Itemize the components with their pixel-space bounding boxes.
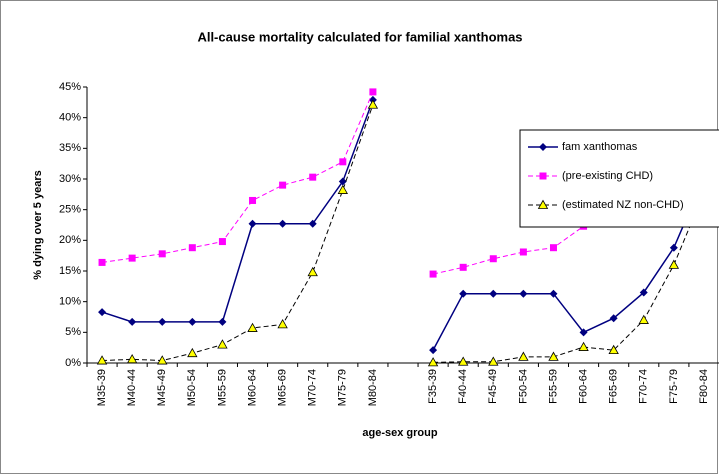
y-tick-label: 15% — [59, 265, 81, 277]
point-marker — [339, 158, 347, 166]
point-marker — [158, 317, 167, 326]
point-marker — [427, 357, 439, 367]
x-tick-label: M70-74 — [307, 369, 319, 406]
chart-title: All-cause mortality calculated for famil… — [197, 29, 522, 44]
x-tick-label: M50-54 — [186, 369, 198, 406]
point-marker — [429, 346, 438, 355]
point-marker — [429, 270, 437, 278]
point-marker — [367, 99, 379, 109]
point-marker — [188, 317, 197, 326]
point-marker — [128, 317, 137, 326]
point-marker — [98, 308, 107, 317]
point-marker — [307, 266, 318, 277]
point-marker — [669, 243, 678, 252]
x-tick-label: M55-59 — [216, 369, 228, 406]
point-marker — [668, 259, 680, 269]
point-marker — [458, 356, 469, 366]
point-marker — [459, 289, 468, 298]
point-marker — [188, 244, 196, 252]
point-marker — [369, 88, 377, 96]
point-marker — [549, 244, 557, 252]
x-tick-label: F55-59 — [547, 369, 559, 404]
x-tick-label: F50-54 — [517, 369, 529, 404]
y-tick-label: 0% — [65, 357, 81, 369]
point-marker — [278, 219, 287, 228]
x-tick-label: M65-69 — [277, 369, 289, 406]
x-tick-label: M35-39 — [96, 369, 108, 406]
y-tick-label: 30% — [59, 173, 81, 185]
x-tick-label: M80-84 — [367, 369, 379, 406]
legend-marker — [539, 172, 547, 180]
point-marker — [519, 289, 528, 298]
point-marker — [277, 319, 288, 329]
y-tick-label: 20% — [59, 234, 81, 246]
legend-label: (estimated NZ non-CHD) — [562, 199, 684, 211]
x-tick-label: F40-44 — [457, 369, 469, 404]
point-marker — [338, 177, 347, 186]
x-tick-label: M45-49 — [156, 369, 168, 406]
point-marker — [98, 258, 106, 266]
point-marker — [519, 248, 527, 256]
legend-label: (pre-existing CHD) — [562, 170, 653, 182]
point-marker — [247, 322, 258, 332]
y-tick-label: 35% — [59, 142, 81, 154]
x-tick-label: M40-44 — [126, 369, 138, 406]
point-marker — [608, 344, 619, 355]
x-tick-label: F45-49 — [487, 369, 499, 404]
y-axis-label: % dying over 5 years — [32, 170, 44, 279]
point-marker — [128, 254, 136, 262]
x-tick-label: F65-69 — [608, 369, 620, 404]
point-marker — [249, 196, 257, 204]
y-tick-label: 5% — [65, 326, 81, 338]
point-marker — [157, 355, 168, 365]
point-marker — [279, 181, 287, 189]
point-marker — [518, 351, 529, 361]
point-marker — [489, 255, 497, 263]
x-tick-label: F80-84 — [698, 369, 710, 404]
y-tick-label: 45% — [59, 81, 81, 93]
y-tick-label: 40% — [59, 112, 81, 124]
point-marker — [308, 219, 317, 228]
point-marker — [337, 184, 348, 194]
series-line — [101, 99, 705, 351]
x-tick-label: F70-74 — [638, 369, 650, 404]
legend-label: fam xanthomas — [562, 141, 638, 153]
point-marker — [578, 341, 589, 351]
legend-box — [519, 129, 719, 228]
point-marker — [218, 238, 226, 246]
x-tick-label: M60-64 — [246, 369, 258, 406]
point-marker — [217, 339, 228, 349]
point-marker — [609, 314, 618, 323]
point-marker — [187, 347, 198, 358]
x-tick-label: M75-79 — [337, 369, 349, 406]
point-marker — [248, 219, 257, 228]
point-marker — [639, 288, 648, 297]
point-marker — [489, 289, 498, 298]
point-marker — [488, 356, 499, 366]
point-marker — [579, 328, 588, 337]
point-marker — [638, 314, 649, 324]
point-marker — [126, 354, 138, 364]
series-line — [102, 104, 705, 363]
x-axis-label: age-sex group — [362, 427, 437, 439]
legend-marker — [537, 199, 549, 209]
point-marker — [96, 355, 108, 365]
point-marker — [549, 289, 558, 298]
point-marker — [459, 263, 467, 271]
legend-marker — [539, 143, 547, 151]
x-tick-label: F35-39 — [427, 369, 439, 404]
point-marker — [158, 250, 166, 258]
y-tick-label: 25% — [59, 204, 81, 216]
point-marker — [309, 173, 317, 181]
x-tick-label: F60-64 — [577, 369, 589, 404]
point-marker — [218, 317, 227, 326]
y-tick-label: 10% — [59, 296, 81, 308]
point-marker — [548, 351, 559, 361]
x-tick-label: F75-79 — [668, 369, 680, 404]
